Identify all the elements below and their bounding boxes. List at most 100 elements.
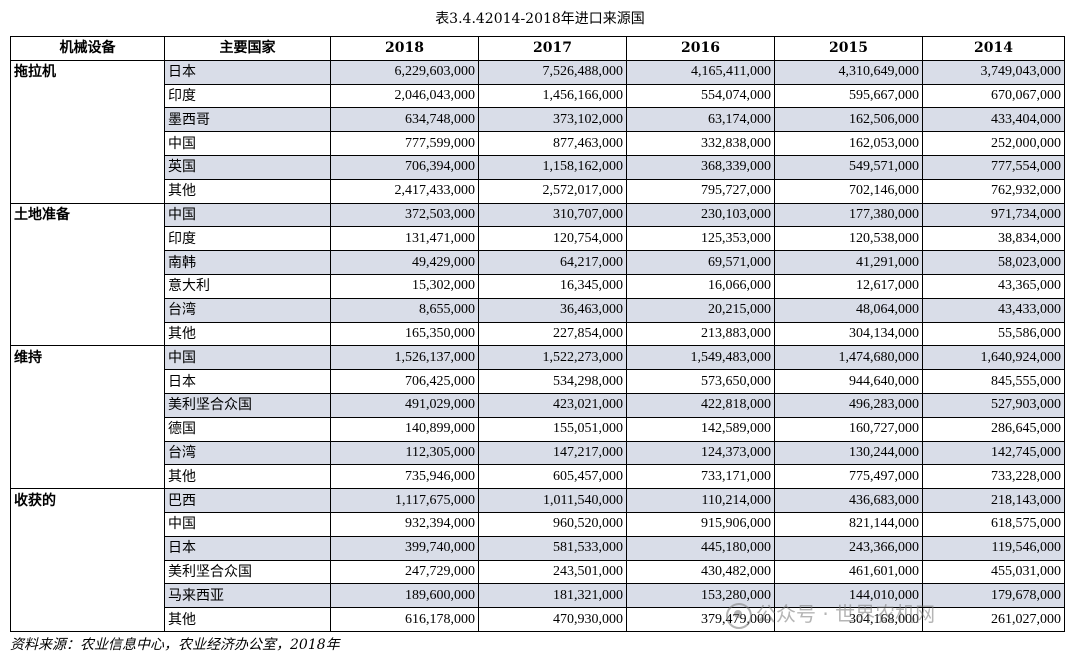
table-row: 印度 2,046,043,000 1,456,166,000 554,074,000 5… bbox=[10, 83, 1065, 109]
table-row: 意大利 15,302,000 16,345,000 16,066,000 12,617,… bbox=[10, 273, 1065, 299]
table-row: 其他 2,417,433,000 2,572,017,000 795,727,000 7… bbox=[10, 178, 1065, 204]
country-cell: 中国 bbox=[164, 202, 331, 228]
value-cell-2018: 6,229,603,000 bbox=[330, 59, 479, 85]
value-cell-2015: 549,571,000 bbox=[774, 154, 923, 180]
value-cell-2015: 775,497,000 bbox=[774, 464, 923, 490]
table-row: 其他 735,946,000 605,457,000 733,171,000 775,4… bbox=[10, 464, 1065, 490]
value-cell-2017: 960,520,000 bbox=[478, 511, 627, 537]
country-cell: 德国 bbox=[164, 416, 331, 442]
header-category: 机械设备 bbox=[10, 36, 165, 61]
value-cell-2014: 55,586,000 bbox=[922, 321, 1065, 347]
country-cell: 巴西 bbox=[164, 488, 331, 513]
value-cell-2018: 247,729,000 bbox=[330, 559, 479, 585]
category-cell bbox=[10, 369, 165, 394]
value-cell-2015: 120,538,000 bbox=[774, 226, 923, 252]
category-cell bbox=[10, 464, 165, 489]
table-row: 墨西哥 634,748,000 373,102,000 63,174,000 162,5… bbox=[10, 107, 1065, 133]
table-row: 中国 932,394,000 960,520,000 915,906,000 821,1… bbox=[10, 511, 1065, 537]
table-row: 美利坚合众国 491,029,000 423,021,000 422,818,000 4… bbox=[10, 392, 1065, 418]
category-cell: 收获的 bbox=[10, 488, 165, 513]
country-cell: 美利坚合众国 bbox=[164, 392, 331, 418]
country-cell: 墨西哥 bbox=[164, 107, 331, 133]
value-cell-2017: 1,522,273,000 bbox=[478, 345, 627, 371]
value-cell-2014: 527,903,000 bbox=[922, 392, 1065, 418]
country-cell: 印度 bbox=[164, 226, 331, 252]
value-cell-2014: 670,067,000 bbox=[922, 83, 1065, 109]
table-caption: 表3.4.42014-2018年进口来源国 bbox=[435, 11, 645, 27]
category-cell bbox=[10, 560, 165, 584]
value-cell-2018: 777,599,000 bbox=[330, 131, 479, 156]
table-header-row: 机械设备 主要国家 2018 2017 2016 2015 2014 bbox=[10, 36, 1065, 61]
value-cell-2016: 445,180,000 bbox=[626, 535, 775, 561]
value-cell-2016: 20,215,000 bbox=[626, 297, 775, 323]
country-cell: 印度 bbox=[164, 83, 331, 109]
category-cell bbox=[10, 274, 165, 299]
category-cell bbox=[10, 441, 165, 465]
table-row: 收获的 巴西 1,117,675,000 1,011,540,000 110,214,0… bbox=[10, 488, 1065, 513]
table-row: 土地准备 中国 372,503,000 310,707,000 230,103,000 1… bbox=[10, 202, 1065, 228]
value-cell-2017: 877,463,000 bbox=[478, 131, 627, 156]
country-cell: 台湾 bbox=[164, 297, 331, 323]
value-cell-2016: 733,171,000 bbox=[626, 464, 775, 490]
value-cell-2014: 845,555,000 bbox=[922, 369, 1065, 394]
value-cell-2015: 48,064,000 bbox=[774, 297, 923, 323]
value-cell-2014: 43,433,000 bbox=[922, 297, 1065, 323]
value-cell-2017: 1,011,540,000 bbox=[478, 488, 627, 513]
header-year-2018: 2018 bbox=[330, 36, 479, 61]
country-cell: 其他 bbox=[164, 321, 331, 347]
category-cell bbox=[10, 393, 165, 418]
value-cell-2015: 12,617,000 bbox=[774, 273, 923, 299]
value-cell-2015: 821,144,000 bbox=[774, 511, 923, 537]
value-cell-2014: 762,932,000 bbox=[922, 178, 1065, 204]
value-cell-2017: 7,526,488,000 bbox=[478, 59, 627, 85]
value-cell-2017: 16,345,000 bbox=[478, 273, 627, 299]
country-cell: 其他 bbox=[164, 178, 331, 204]
value-cell-2018: 399,740,000 bbox=[330, 535, 479, 561]
country-cell: 日本 bbox=[164, 59, 331, 85]
value-cell-2017: 1,456,166,000 bbox=[478, 83, 627, 109]
category-cell bbox=[10, 250, 165, 275]
header-year-2014: 2014 bbox=[922, 36, 1065, 61]
value-cell-2017: 373,102,000 bbox=[478, 107, 627, 133]
value-cell-2018: 165,350,000 bbox=[330, 321, 479, 347]
table-row: 南韩 49,429,000 64,217,000 69,571,000 41,291,0… bbox=[10, 250, 1065, 275]
value-cell-2014: 38,834,000 bbox=[922, 226, 1065, 252]
category-cell bbox=[10, 298, 165, 323]
value-cell-2018: 2,046,043,000 bbox=[330, 83, 479, 109]
category-cell bbox=[10, 607, 165, 632]
value-cell-2014: 179,678,000 bbox=[922, 583, 1065, 609]
category-cell bbox=[10, 179, 165, 204]
value-cell-2014: 455,031,000 bbox=[922, 559, 1065, 585]
value-cell-2014: 218,143,000 bbox=[922, 488, 1065, 513]
value-cell-2016: 573,650,000 bbox=[626, 369, 775, 394]
country-cell: 英国 bbox=[164, 154, 331, 180]
value-cell-2015: 461,601,000 bbox=[774, 559, 923, 585]
table-row: 拖拉机 日本 6,229,603,000 7,526,488,000 4,165,411… bbox=[10, 59, 1065, 85]
value-cell-2015: 243,366,000 bbox=[774, 535, 923, 561]
table-row: 日本 706,425,000 534,298,000 573,650,000 944,6… bbox=[10, 369, 1065, 394]
value-cell-2015: 944,640,000 bbox=[774, 369, 923, 394]
value-cell-2018: 616,178,000 bbox=[330, 607, 479, 632]
country-cell: 马来西亚 bbox=[164, 583, 331, 609]
country-cell: 意大利 bbox=[164, 273, 331, 299]
table-row: 台湾 8,655,000 36,463,000 20,215,000 48,064,00… bbox=[10, 297, 1065, 323]
value-cell-2015: 177,380,000 bbox=[774, 202, 923, 228]
country-cell: 日本 bbox=[164, 369, 331, 394]
table-row: 其他 616,178,000 470,930,000 379,479,000 304,1… bbox=[10, 607, 1065, 632]
category-cell bbox=[10, 536, 165, 561]
category-cell bbox=[10, 131, 165, 156]
value-cell-2018: 49,429,000 bbox=[330, 250, 479, 275]
value-cell-2014: 618,575,000 bbox=[922, 511, 1065, 537]
value-cell-2016: 69,571,000 bbox=[626, 250, 775, 275]
value-cell-2018: 140,899,000 bbox=[330, 416, 479, 442]
country-cell: 其他 bbox=[164, 607, 331, 632]
value-cell-2014: 733,228,000 bbox=[922, 464, 1065, 490]
country-cell: 其他 bbox=[164, 464, 331, 490]
value-cell-2014: 252,000,000 bbox=[922, 131, 1065, 156]
category-cell: 土地准备 bbox=[10, 202, 165, 227]
header-country: 主要国家 bbox=[164, 36, 331, 61]
table-row: 日本 399,740,000 581,533,000 445,180,000 243,3… bbox=[10, 535, 1065, 561]
value-cell-2015: 162,053,000 bbox=[774, 131, 923, 156]
value-cell-2017: 1,158,162,000 bbox=[478, 154, 627, 180]
value-cell-2015: 4,310,649,000 bbox=[774, 59, 923, 85]
